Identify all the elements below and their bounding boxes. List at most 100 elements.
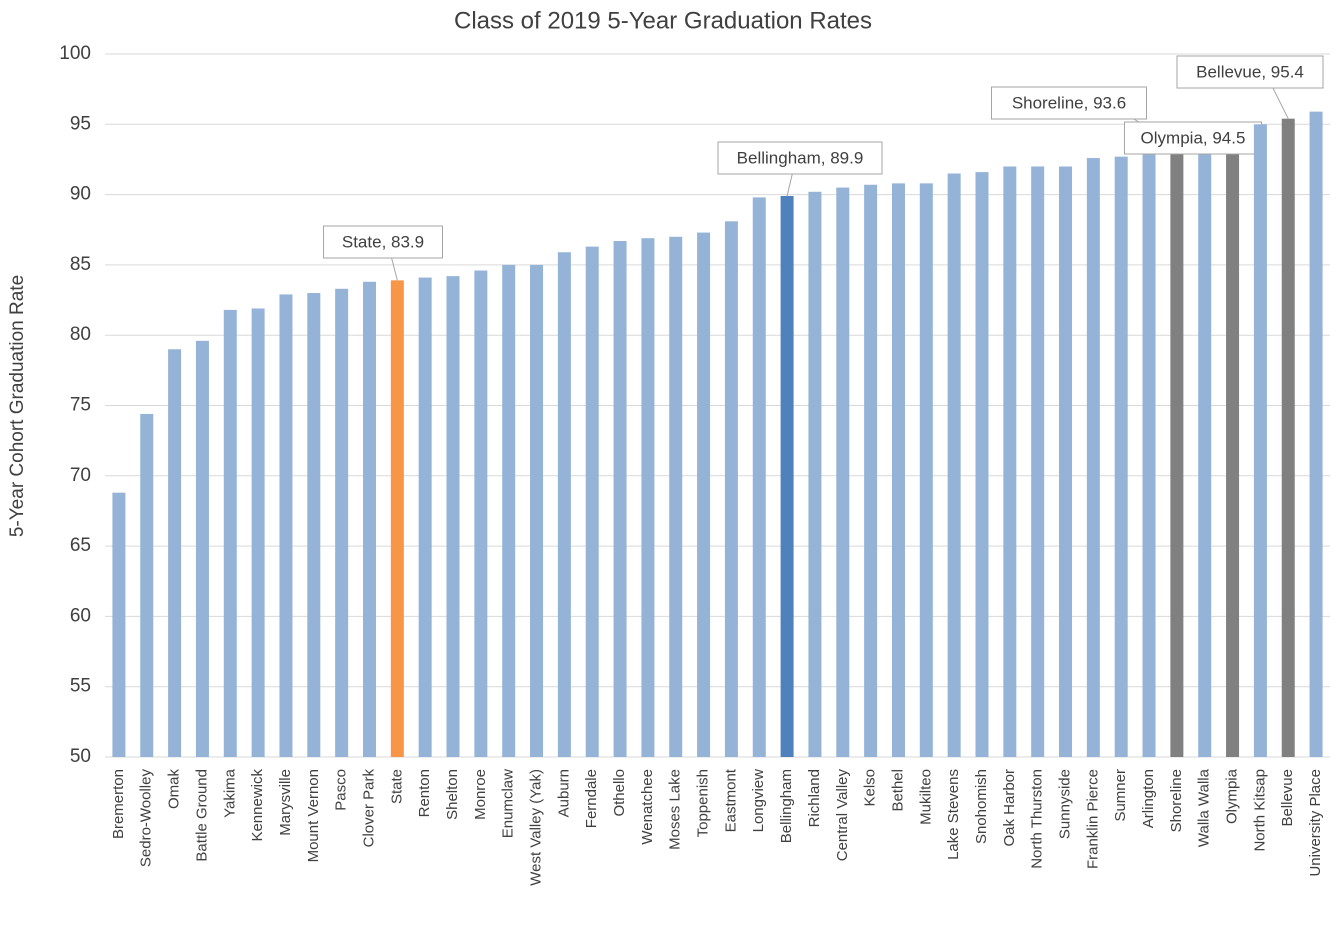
x-tick-label: Snohomish: [973, 769, 990, 844]
label-box: [1176, 55, 1324, 89]
bar: [140, 413, 154, 757]
bar: [362, 281, 376, 757]
x-tick-label: Arlington: [1140, 769, 1157, 828]
x-tick-label: Wenatchee: [639, 769, 656, 845]
label-box: [991, 86, 1147, 120]
x-tick-label: Monroe: [472, 769, 489, 820]
x-tick-label: Marysville: [277, 769, 294, 836]
y-tick-label: 55: [70, 676, 91, 697]
x-tick-label: Yakima: [221, 768, 238, 818]
x-tick-label: Sunnyside: [1056, 769, 1073, 839]
leader-line: [391, 257, 398, 281]
bar: [947, 173, 961, 757]
label-box: [717, 141, 883, 175]
y-tick-label: 90: [70, 184, 91, 205]
x-tick-label: Lake Stevens: [945, 769, 962, 860]
bar: [864, 184, 878, 757]
x-tick-label: Auburn: [555, 769, 572, 817]
data-label: Bellevue, 95.4: [1196, 62, 1304, 81]
x-tick-label: Olympia: [1224, 768, 1241, 824]
bar: [836, 187, 850, 757]
x-tick-label: State: [388, 769, 405, 804]
x-tick-label: Ferndale: [583, 769, 600, 828]
bar: [585, 246, 599, 757]
bar: [307, 293, 321, 757]
y-tick-label: 85: [70, 254, 91, 275]
bar: [975, 172, 989, 757]
x-tick-label: Moses Lake: [667, 769, 684, 850]
x-tick-label: Toppenish: [695, 769, 712, 837]
bar: [112, 492, 126, 757]
bar: [530, 264, 544, 757]
y-axis-label: 5-Year Cohort Graduation Rate: [7, 275, 28, 537]
x-tick-label: Shelton: [444, 769, 461, 820]
x-tick-label: Kennewick: [249, 769, 266, 842]
bar: [251, 308, 265, 757]
x-tick-label: Pasco: [333, 769, 350, 811]
bar: [1003, 166, 1017, 758]
bar: [1114, 156, 1128, 757]
leader-line: [1272, 87, 1289, 119]
bar: [891, 183, 905, 758]
bar: [752, 197, 766, 758]
bar: [919, 183, 933, 758]
bar: [697, 232, 711, 757]
bar: [390, 280, 404, 757]
bar: [808, 191, 822, 758]
x-tick-label: North Thurston: [1029, 769, 1046, 869]
data-label: State, 83.9: [342, 232, 424, 251]
x-tick-label: Sedro-Woolley: [138, 769, 155, 868]
label-box: [323, 225, 443, 259]
bar: [557, 252, 571, 757]
x-tick-label: University Place: [1307, 769, 1324, 877]
y-tick-label: 60: [70, 605, 91, 626]
leader-line: [786, 173, 793, 197]
bar: [1031, 166, 1045, 758]
y-tick-label: 70: [70, 465, 91, 486]
x-tick-label: Richland: [806, 769, 823, 827]
y-tick-label: 80: [70, 324, 91, 345]
data-label: Bellingham, 89.9: [737, 148, 864, 167]
x-tick-label: Omak: [166, 769, 183, 810]
bar: [1253, 124, 1267, 758]
x-tick-label: Longview: [750, 769, 767, 833]
x-tick-label: Battle Ground: [193, 769, 210, 862]
x-tick-label: Kelso: [862, 769, 879, 807]
bar: [223, 309, 237, 757]
chart-title: Class of 2019 5-Year Graduation Rates: [454, 7, 872, 34]
bar: [724, 221, 738, 758]
x-tick-label: Enumclaw: [500, 769, 517, 838]
x-tick-label: Eastmont: [722, 768, 739, 832]
x-tick-label: Shoreline: [1168, 769, 1185, 832]
y-tick-label: 65: [70, 535, 91, 556]
x-tick-label: Walla Walla: [1196, 768, 1213, 847]
x-tick-label: Othello: [611, 769, 628, 817]
x-tick-label: Bethel: [889, 769, 906, 812]
bar: [168, 349, 182, 757]
bar: [502, 264, 516, 757]
bar: [1281, 118, 1295, 757]
x-tick-label: Mukilteo: [917, 769, 934, 825]
y-tick-label: 95: [70, 113, 91, 134]
data-label: Olympia, 94.5: [1141, 128, 1246, 147]
bar: [1309, 111, 1323, 757]
bar: [1170, 143, 1184, 757]
bar: [474, 270, 488, 757]
bar: [1142, 149, 1156, 757]
x-tick-label: Bellevue: [1279, 769, 1296, 827]
bar: [279, 294, 293, 757]
bar: [613, 240, 627, 758]
x-tick-label: Sumner: [1112, 769, 1129, 822]
x-tick-label: Franklin Pierce: [1084, 769, 1101, 869]
bar: [1086, 158, 1100, 757]
bar: [446, 276, 460, 757]
data-label: Shoreline, 93.6: [1012, 93, 1126, 112]
x-tick-label: Clover Park: [360, 769, 377, 848]
x-tick-label: West Valley (Yak): [528, 769, 545, 886]
bar: [780, 196, 794, 758]
bar: [1198, 139, 1212, 758]
x-tick-label: Central Valley: [834, 769, 851, 862]
bar: [1059, 166, 1073, 758]
x-tick-label: North Kitsap: [1251, 769, 1268, 852]
